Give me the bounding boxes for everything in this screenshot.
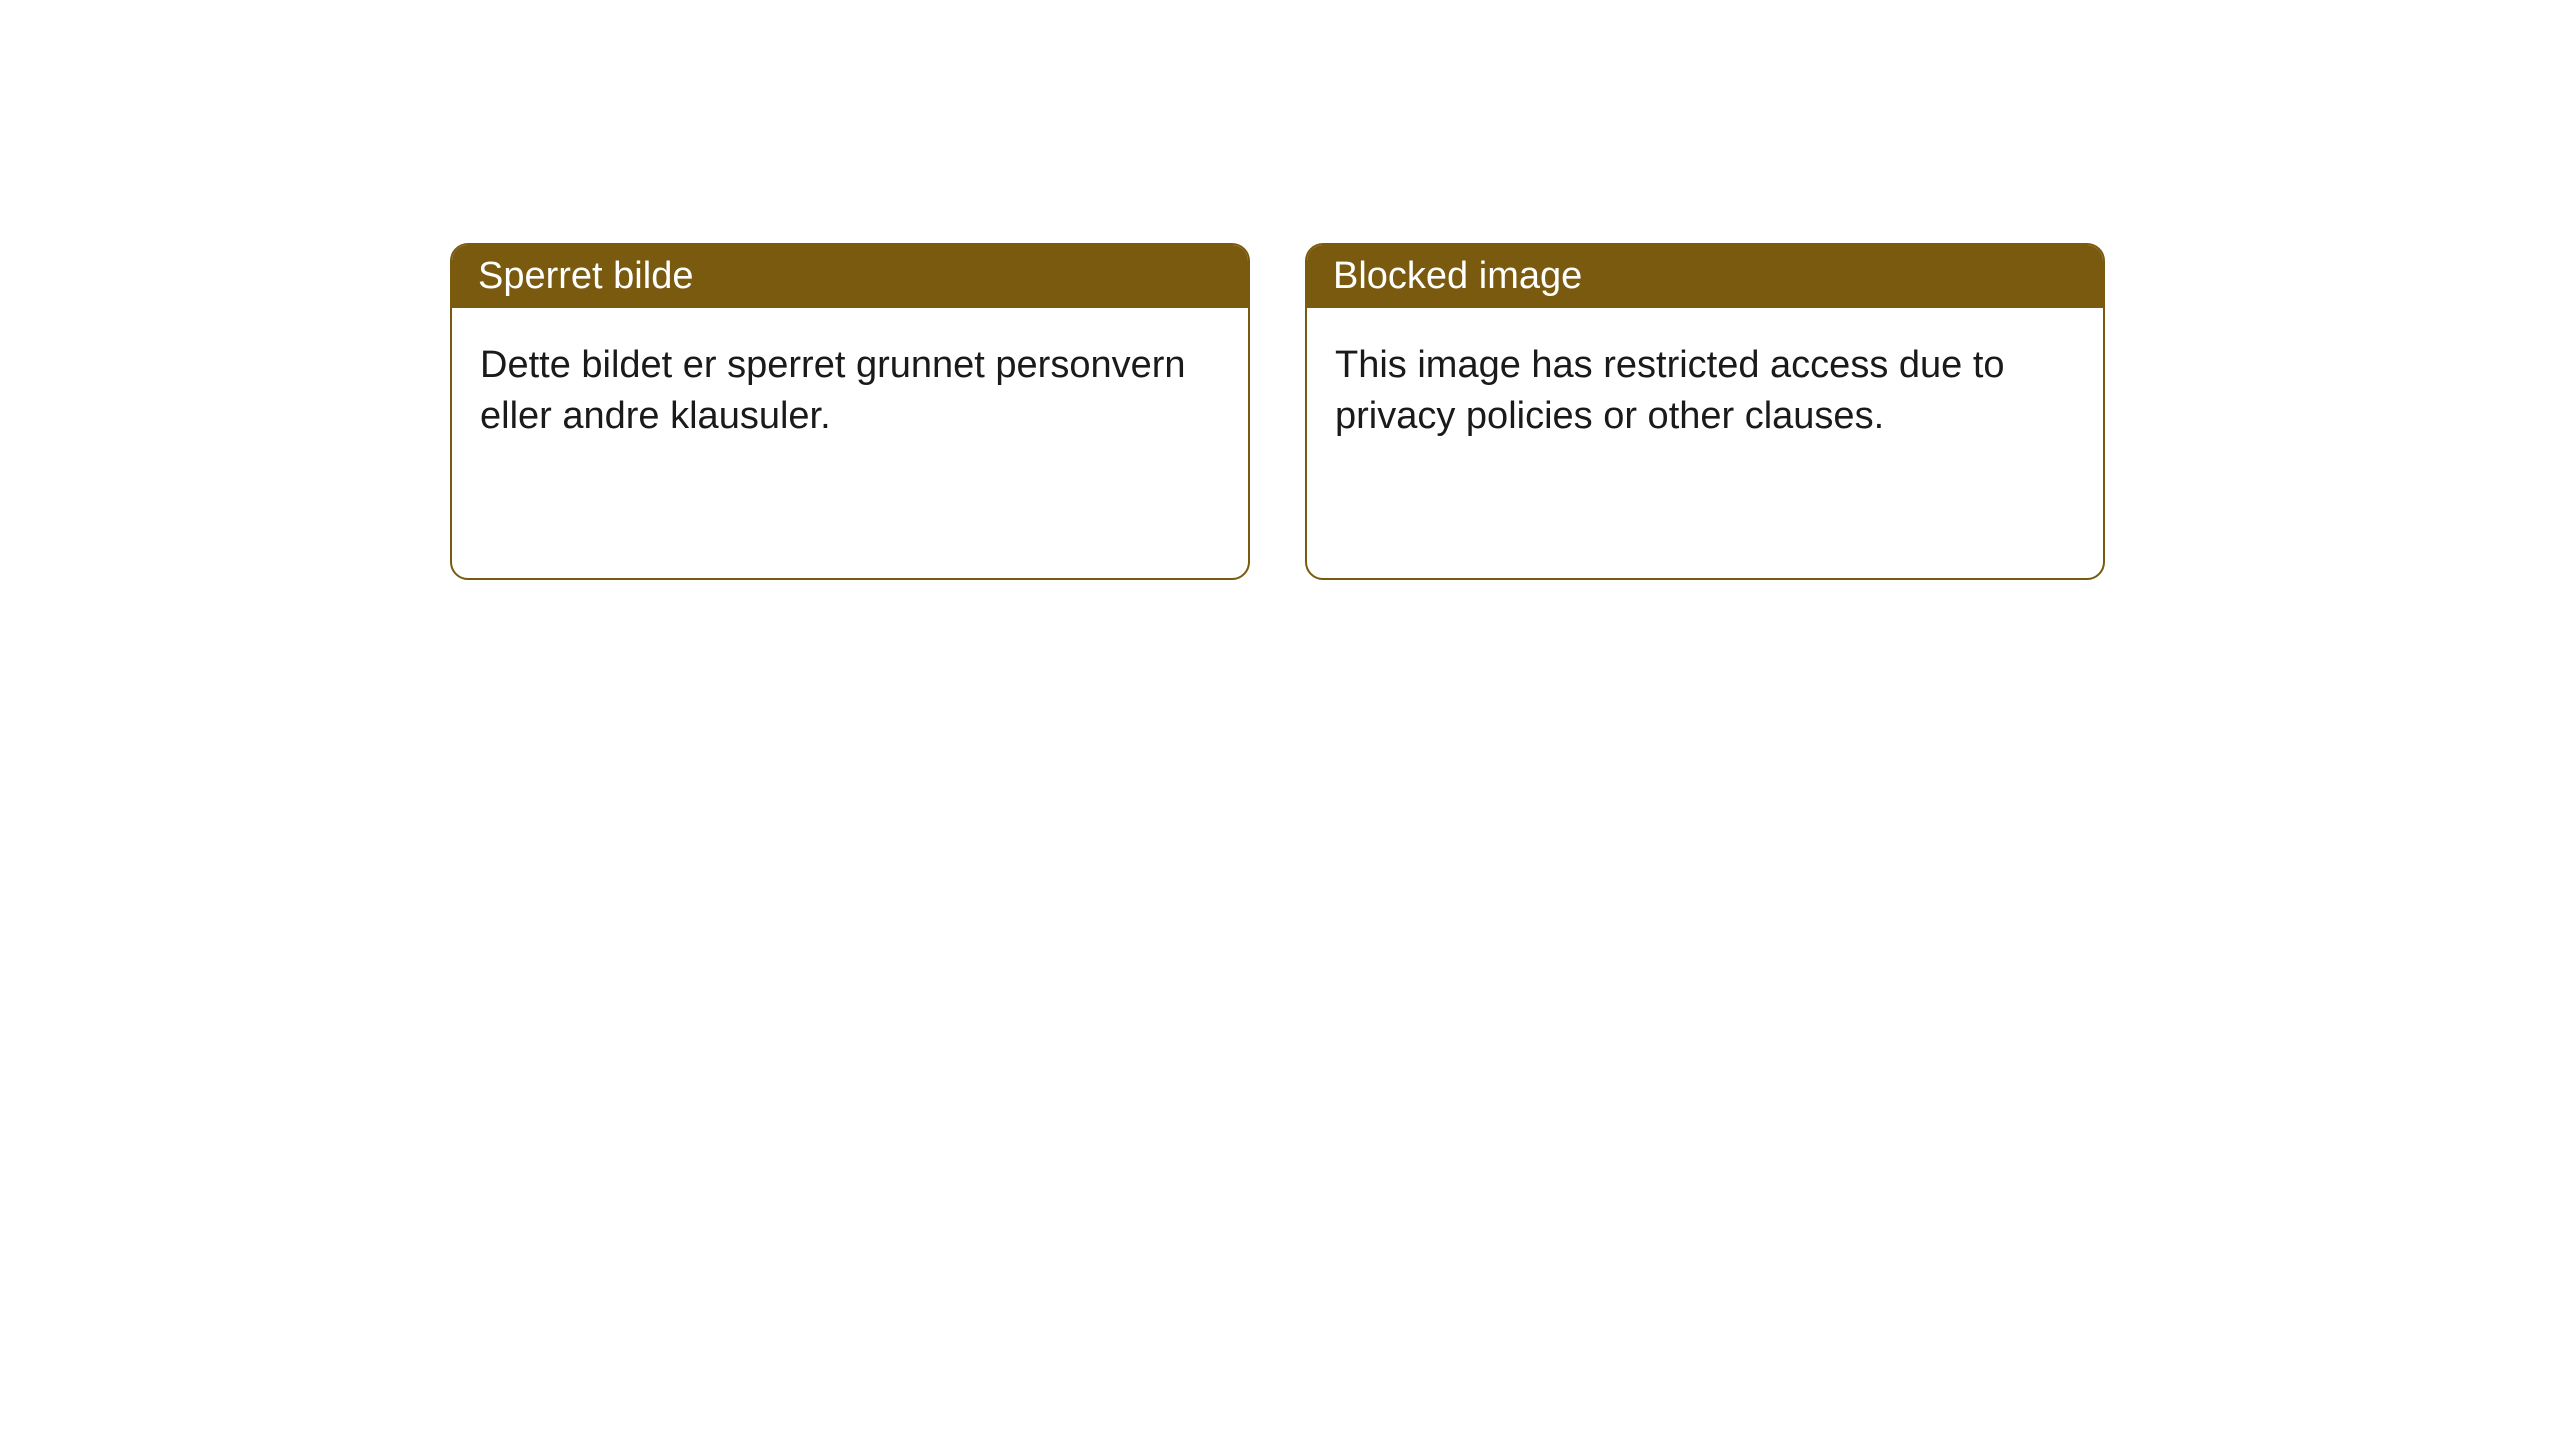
notice-header: Blocked image [1307,245,2103,308]
notice-title: Sperret bilde [478,255,693,297]
notice-title: Blocked image [1333,255,1582,297]
notice-card-norwegian: Sperret bilde Dette bildet er sperret gr… [450,243,1250,580]
notice-card-english: Blocked image This image has restricted … [1305,243,2105,580]
notice-body: This image has restricted access due to … [1307,308,2103,578]
notice-container: Sperret bilde Dette bildet er sperret gr… [0,0,2560,580]
notice-header: Sperret bilde [452,245,1248,308]
notice-body-text: This image has restricted access due to … [1335,344,2005,437]
notice-body-text: Dette bildet er sperret grunnet personve… [480,344,1186,437]
notice-body: Dette bildet er sperret grunnet personve… [452,308,1248,578]
